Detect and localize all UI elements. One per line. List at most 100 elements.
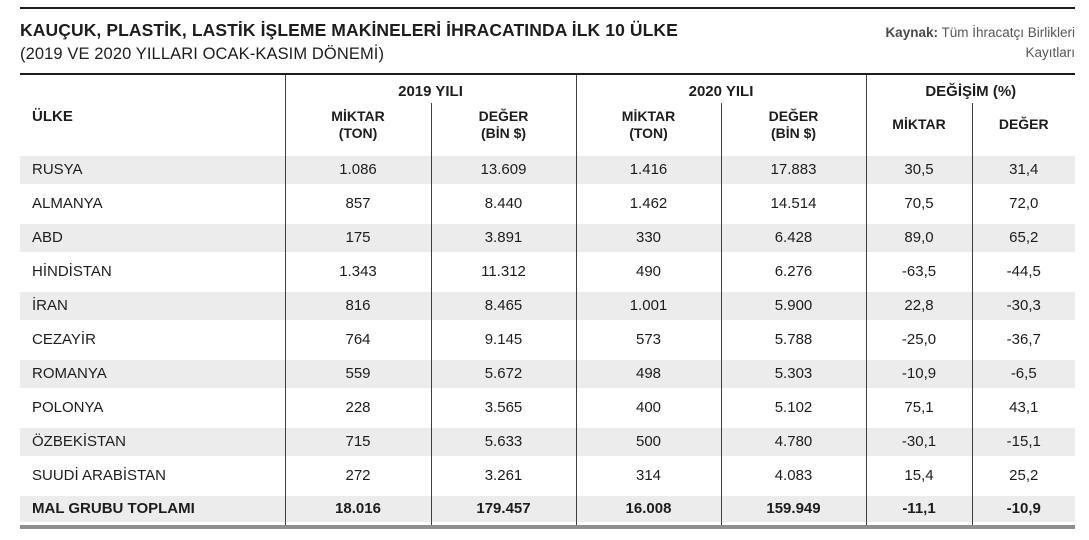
value-cell: 8.440 [430, 186, 576, 221]
val-unit-label: (BİN $) [480, 124, 527, 141]
table-row: RUSYA 1.086 13.609 1.416 17.883 30,5 31,… [20, 152, 1075, 187]
column-header-qty-2020: MİKTAR (TON) [575, 102, 721, 153]
value-cell: 175 [284, 220, 431, 255]
value-cell: -30,3 [971, 288, 1075, 323]
title-block: KAUÇUK, PLASTİK, LASTİK İŞLEME MAKİNELER… [20, 20, 678, 64]
source-label: Kaynak: [885, 25, 938, 40]
value-cell: 4.780 [720, 424, 866, 459]
value-cell: 17.883 [720, 152, 866, 187]
value-cell: 43,1 [971, 390, 1075, 425]
value-cell: 816 [284, 288, 431, 323]
masthead: KAUÇUK, PLASTİK, LASTİK İŞLEME MAKİNELER… [20, 20, 1075, 64]
country-cell: ABD [20, 220, 285, 255]
country-cell: POLONYA [32, 399, 104, 417]
value-cell: 65,2 [971, 220, 1075, 255]
value-cell: 13.609 [430, 152, 576, 187]
value-cell: 330 [575, 220, 721, 255]
value-cell: 31,4 [971, 152, 1075, 187]
value-cell: 70,5 [865, 186, 972, 221]
total-value-cell: 159.949 [720, 492, 866, 529]
table-row: SUUDİ ARABİSTAN 272 3.261 314 4.083 15,4… [20, 458, 1075, 493]
column-header-val-2020: DEĞER (BİN $) [720, 102, 866, 153]
column-group-change: DEĞİŞİM (%) [865, 72, 1075, 103]
qty-unit-label: (TON) [629, 124, 668, 141]
value-cell: 5.672 [430, 356, 576, 391]
value-cell: 6.276 [720, 254, 866, 289]
table-total-row: MAL GRUBU TOPLAMI 18.016 179.457 16.008 … [20, 492, 1075, 529]
value-cell: 5.102 [720, 390, 866, 425]
table-row: ÖZBEKİSTAN 715 5.633 500 4.780 -30,1 -15… [20, 424, 1075, 459]
column-group-2019: 2019 YILI [285, 72, 576, 103]
value-cell: 1.416 [575, 152, 721, 187]
country-cell: ROMANYA [20, 356, 285, 391]
value-cell: 559 [284, 356, 431, 391]
value-cell: 314 [575, 458, 721, 493]
value-cell: 1.086 [284, 152, 431, 187]
source-note: Kaynak: Tüm İhracatçı Birlikleri Kayıtla… [855, 20, 1075, 62]
header-sub-row: MİKTAR (TON) DEĞER (BİN $) MİKTAR (TON) DEĞ… [20, 102, 1075, 153]
value-cell: 72,0 [971, 186, 1075, 221]
value-cell: -25,0 [865, 322, 972, 357]
header-group-row: ÜLKE 2019 YILI 2020 YILI DEĞİŞİM (%) [20, 72, 1075, 153]
export-data-table: ÜLKE 2019 YILI 2020 YILI DEĞİŞİM (%) MİK… [20, 72, 1075, 529]
table-row: HİNDİSTAN 1.343 11.312 490 6.276 -63,5 -… [20, 254, 1075, 289]
value-cell: 11.312 [430, 254, 576, 289]
column-header-val-2019: DEĞER (BİN $) [430, 102, 576, 153]
value-cell: -10,9 [865, 356, 972, 391]
total-value-cell: 179.457 [430, 492, 576, 529]
value-cell: 715 [284, 424, 431, 459]
country-cell: HİNDİSTAN [32, 263, 112, 281]
value-cell: 14.514 [720, 186, 866, 221]
country-cell: ALMANYA [32, 195, 103, 213]
table-row: ROMANYA 559 5.672 498 5.303 -10,9 -6,5 [20, 356, 1075, 391]
value-cell: 30,5 [865, 152, 972, 187]
qty-label: MİKTAR [331, 108, 385, 125]
source-text: Tüm İhracatçı Birlikleri Kayıtları [937, 25, 1075, 60]
country-cell: RUSYA [20, 152, 285, 187]
value-cell: -63,5 [865, 254, 972, 289]
value-cell: 15,4 [865, 458, 972, 493]
value-cell: -15,1 [971, 424, 1075, 459]
value-cell: 1.343 [284, 254, 431, 289]
value-cell: 5.633 [430, 424, 576, 459]
column-group-2020: 2020 YILI [575, 72, 866, 103]
table-row: ABD 175 3.891 330 6.428 89,0 65,2 [20, 220, 1075, 255]
qty-label: MİKTAR [621, 108, 676, 125]
total-value-cell: 18.016 [284, 492, 431, 529]
value-cell: 3.565 [430, 390, 576, 425]
top-divider [20, 7, 1075, 9]
value-cell: -30,1 [865, 424, 972, 459]
table-row: İRAN 816 8.465 1.001 5.900 22,8 -30,3 [20, 288, 1075, 323]
country-cell: CEZAYİR [32, 331, 96, 349]
total-value-cell: -10,9 [971, 492, 1075, 529]
value-cell: 22,8 [865, 288, 972, 323]
value-cell: 5.303 [720, 356, 866, 391]
value-cell: 400 [575, 390, 721, 425]
value-cell: 764 [284, 322, 431, 357]
content-area: KAUÇUK, PLASTİK, LASTİK İŞLEME MAKİNELER… [20, 7, 1075, 529]
value-cell: 5.788 [720, 322, 866, 357]
value-cell: 9.145 [430, 322, 576, 357]
value-cell: -44,5 [971, 254, 1075, 289]
value-cell: 500 [575, 424, 721, 459]
table-row: ALMANYA 857 8.440 1.462 14.514 70,5 72,0 [20, 186, 1075, 221]
total-value-cell: 16.008 [575, 492, 721, 529]
value-cell: 3.891 [430, 220, 576, 255]
value-cell: 1.462 [575, 186, 721, 221]
column-header-change-qty: MİKTAR [865, 102, 972, 153]
val-unit-label: (BİN $) [770, 124, 817, 141]
value-cell: 228 [284, 390, 431, 425]
qty-unit-label: (TON) [338, 124, 378, 141]
value-cell: 89,0 [865, 220, 972, 255]
value-cell: 272 [284, 458, 431, 493]
value-cell: 25,2 [971, 458, 1075, 493]
table-row: POLONYA 228 3.565 400 5.102 75,1 43,1 [20, 390, 1075, 425]
country-cell: İRAN [20, 288, 285, 323]
val-label: DEĞER [768, 108, 819, 125]
value-cell: 3.261 [430, 458, 576, 493]
country-cell: ÖZBEKİSTAN [20, 424, 285, 459]
column-header-country: ÜLKE [20, 72, 286, 153]
table-header: ÜLKE 2019 YILI 2020 YILI DEĞİŞİM (%) MİK… [20, 72, 1075, 153]
value-cell: 573 [575, 322, 721, 357]
